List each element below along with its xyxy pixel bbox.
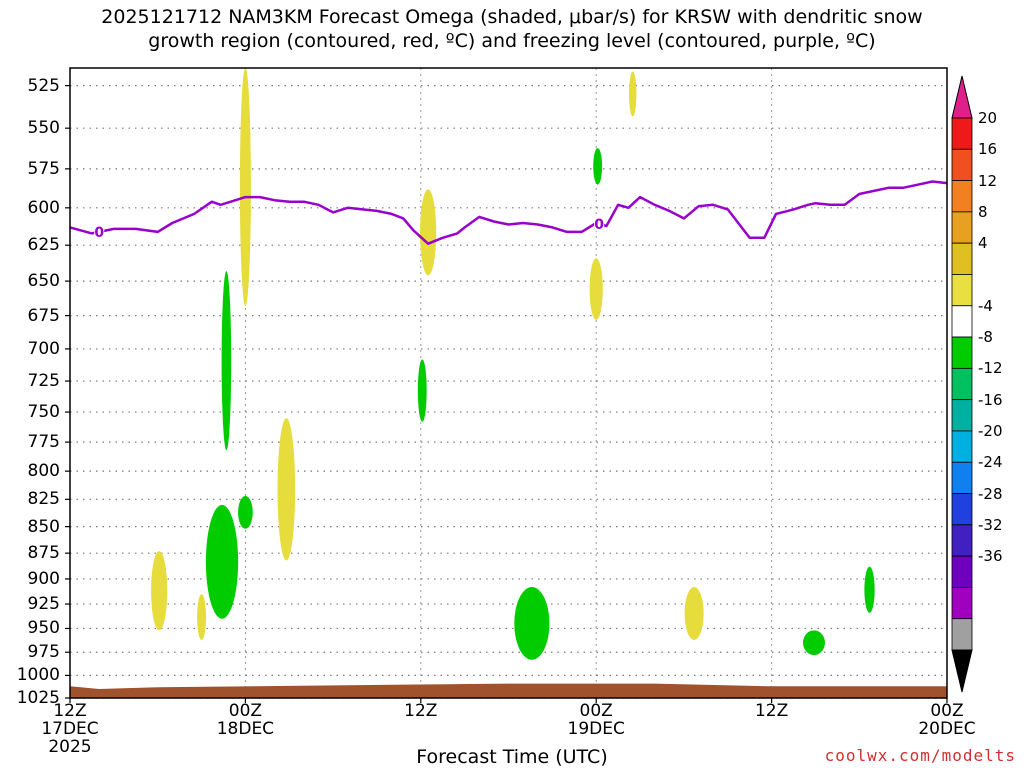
colorbar	[951, 75, 973, 693]
colorbar-swatch	[951, 274, 973, 307]
y-tick-label: 1025	[16, 688, 60, 708]
colorbar-label: 20	[978, 109, 998, 127]
colorbar-swatch	[951, 430, 973, 463]
colorbar-label: -8	[978, 328, 993, 347]
colorbar-label: -20	[978, 421, 1003, 440]
colorbar-label: -24	[978, 453, 1003, 472]
freezing-level-label: 0	[594, 217, 604, 233]
x-tick-label: 00Z	[930, 701, 964, 721]
colorbar-swatch	[951, 493, 973, 526]
x-tick-label: 00Z	[579, 701, 613, 721]
y-tick-label: 825	[27, 489, 60, 510]
colorbar-swatch	[951, 587, 973, 620]
x-tick-label: 19DEC	[567, 719, 625, 739]
x-tick-label: 12Z	[53, 701, 87, 721]
x-tick-label: 00Z	[228, 701, 263, 721]
colorbar-swatch	[951, 524, 973, 557]
x-tick-label: 17DEC	[41, 719, 99, 739]
y-tick-label: 700	[27, 338, 60, 359]
omega-cell	[420, 189, 437, 276]
y-tick-label: 800	[27, 461, 60, 482]
colorbar-label: -12	[978, 359, 1003, 378]
omega-cell	[197, 594, 206, 640]
colorbar-label: 12	[978, 171, 998, 190]
ground-surface	[70, 683, 947, 698]
y-tick-label: 875	[27, 543, 60, 564]
omega-cell	[221, 271, 232, 451]
y-tick-label: 975	[27, 642, 60, 663]
y-tick-label: 1000	[16, 665, 60, 686]
freezing-level: 00	[69, 180, 948, 245]
colorbar-swatch	[951, 399, 973, 432]
omega-cell	[238, 495, 253, 529]
y-tick-label: 600	[27, 197, 60, 218]
colorbar-label: -28	[978, 484, 1003, 503]
colorbar-label: -36	[978, 547, 1003, 566]
y-tick-label: 650	[27, 271, 60, 292]
colorbar-swatch	[951, 336, 973, 369]
colorbar-swatch	[951, 367, 973, 401]
x-axis-title: Forecast Time (UTC)	[416, 746, 608, 768]
y-tick-label: 850	[27, 516, 60, 537]
omega-cell	[151, 551, 168, 631]
omega-cell	[684, 587, 704, 640]
colorbar-label: -32	[978, 515, 1003, 534]
colorbar-swatch	[951, 618, 973, 651]
omega-cell	[629, 71, 637, 117]
omega-cell	[514, 587, 550, 660]
x-tick-label: 20DEC	[918, 719, 976, 739]
omega-cell	[802, 630, 825, 656]
y-tick-label: 900	[27, 568, 60, 589]
credit-text: coolwx.com/modelts	[824, 746, 1016, 765]
y-tick-label: 775	[27, 432, 60, 453]
y-tick-label: 550	[27, 118, 60, 139]
omega-cells	[151, 68, 875, 660]
omega-cell	[277, 418, 296, 561]
y-tick-label: 725	[27, 371, 60, 392]
colorbar-label: -16	[978, 390, 1003, 409]
y-tick-label: 525	[27, 75, 60, 96]
freezing-level-label: 0	[94, 225, 104, 241]
omega-cell	[239, 68, 251, 307]
y-tick-label: 925	[27, 594, 60, 615]
freezing-level-line	[69, 180, 948, 245]
freezing-label-bg	[594, 216, 605, 231]
x-tick-label: 18DEC	[216, 719, 275, 739]
colorbar-swatch	[951, 555, 973, 588]
plot-border	[69, 67, 948, 699]
colorbar-bottom-arrow	[951, 649, 973, 693]
x-tick-label: 12Z	[754, 701, 789, 721]
colorbar-label: -4	[978, 296, 993, 315]
x-tick-label: 2025	[48, 737, 92, 757]
colorbar-swatch	[951, 180, 973, 213]
y-tick-label: 675	[27, 305, 60, 326]
colorbar-label: 8	[978, 202, 988, 221]
ground-fill	[70, 683, 947, 698]
x-tick-label: 12Z	[404, 701, 438, 721]
plot-frame	[65, 67, 948, 703]
y-tick-label: 575	[27, 158, 60, 179]
colorbar-swatch	[951, 242, 973, 275]
colorbar-label: 16	[978, 140, 998, 159]
y-tick-label: 950	[27, 618, 60, 639]
colorbar-label: 4	[978, 234, 988, 253]
colorbar-swatch	[951, 148, 973, 181]
omega-cell	[593, 147, 603, 185]
omega-cell	[417, 359, 427, 422]
omega-cell	[864, 566, 875, 613]
chart-subtitle: growth region (contoured, red, ºC) and f…	[148, 30, 876, 52]
colorbar-swatch	[951, 305, 973, 338]
colorbar-swatch	[951, 461, 973, 494]
omega-cell	[589, 258, 603, 320]
y-tick-label: 625	[27, 235, 60, 256]
chart-title: 2025121712 NAM3KM Forecast Omega (shaded…	[101, 6, 923, 28]
freezing-label-bg	[94, 224, 105, 239]
colorbar-swatch	[951, 211, 973, 244]
omega-cell	[205, 504, 239, 619]
colorbar-swatch	[951, 117, 973, 150]
y-tick-label: 750	[27, 402, 60, 423]
colorbar-top-arrow	[951, 75, 973, 119]
